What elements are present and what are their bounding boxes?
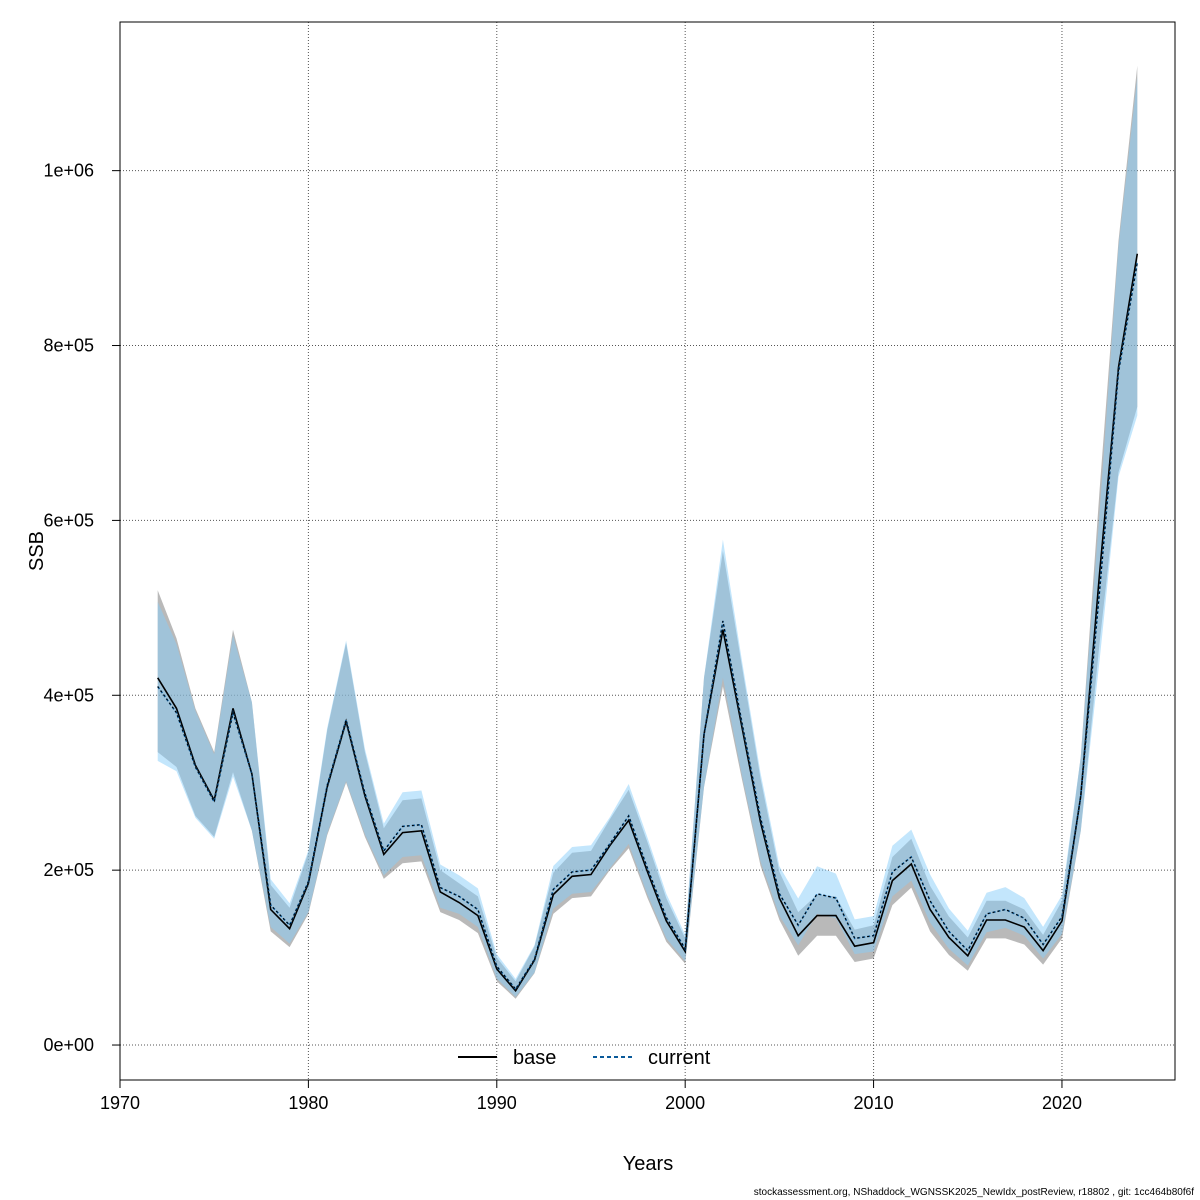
y-tick-label: 8e+05: [43, 336, 94, 356]
x-tick-label: 1980: [288, 1093, 328, 1113]
confidence-bands: [157, 65, 1138, 999]
axes: 1970 1980 1990 2000 2010 2020 0e+00 2e+05 4e+05 6…: [43, 161, 1082, 1113]
grid-lines: [120, 22, 1175, 1080]
y-tick-label: 1e+06: [43, 161, 94, 181]
x-tick-label: 2020: [1042, 1093, 1082, 1113]
y-tick-label: 2e+05: [43, 860, 94, 880]
x-tick-label: 1990: [477, 1093, 517, 1113]
current-confidence-band: [157, 77, 1138, 997]
x-axis-title: Years: [623, 1153, 673, 1175]
x-tick-label: 2010: [854, 1093, 894, 1113]
current-series-line-dots: [157, 262, 1138, 990]
x-tick-label: 1970: [100, 1093, 140, 1113]
y-tick-label: 4e+05: [43, 685, 94, 705]
y-axis-title: SSB: [26, 531, 48, 571]
y-tick-label: 6e+05: [43, 510, 94, 530]
footer-credit: stockassessment.org, NShaddock_WGNSSK202…: [753, 1187, 1194, 1198]
legend: base current: [458, 1047, 711, 1069]
legend-current-label: current: [648, 1047, 711, 1069]
series-lines: [157, 253, 1139, 993]
x-tick-label: 2000: [665, 1093, 705, 1113]
legend-base-label: base: [513, 1047, 556, 1069]
y-tick-label: 0e+00: [43, 1035, 94, 1055]
